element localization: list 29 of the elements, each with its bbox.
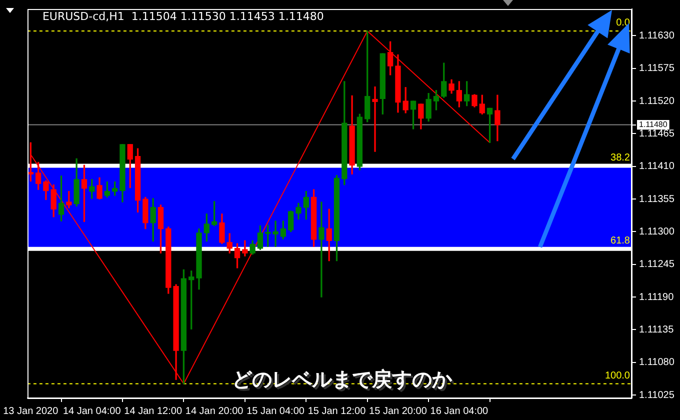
y-tick-label: 1.11410 (639, 161, 675, 172)
annotation: 100.0 (604, 370, 630, 382)
annotation: 61.8 (610, 236, 630, 247)
y-tick-label: 1.11630 (639, 30, 675, 42)
x-tick-label: 15 Jan 20:00 (369, 406, 428, 417)
y-tick-label: 1.11465 (639, 128, 675, 140)
x-tick-label: 13 Jan 2020 (3, 406, 59, 417)
annotation: どのレベルまで戻すのか (234, 369, 455, 394)
y-tick-label: 1.11575 (639, 63, 675, 74)
y-tick-label: 1.11080 (639, 357, 675, 368)
x-tick-label: 14 Jan 04:00 (62, 406, 122, 417)
x-tick-label: 16 Jan 04:00 (430, 406, 489, 417)
x-tick-label: 15 Jan 12:00 (308, 406, 366, 417)
candlestick (272, 220, 278, 247)
x-tick-label: 14 Jan 12:00 (124, 406, 182, 417)
x-tick-label: 15 Jan 04:00 (246, 406, 305, 417)
annotation: 38.2 (610, 152, 630, 164)
y-tick-label: 1.11520 (639, 96, 675, 107)
x-tick-label: 14 Jan 20:00 (185, 406, 244, 417)
candlestick (372, 86, 378, 152)
y-tick-label: 1.11480 (639, 120, 668, 130)
y-tick-label: 1.11355 (639, 194, 675, 205)
y-tick-label: 1.11300 (639, 226, 675, 238)
y-tick-label: 1.11135 (639, 324, 674, 336)
y-tick-label: 1.11190 (639, 292, 674, 303)
y-tick-label: 1.11025 (639, 390, 675, 401)
y-tick-label: 1.11245 (639, 259, 675, 270)
candlestick (318, 202, 324, 298)
chart-title: EURUSD-cd,H1 1.11504 1.11530 1.11453 1.11480 (42, 10, 324, 23)
